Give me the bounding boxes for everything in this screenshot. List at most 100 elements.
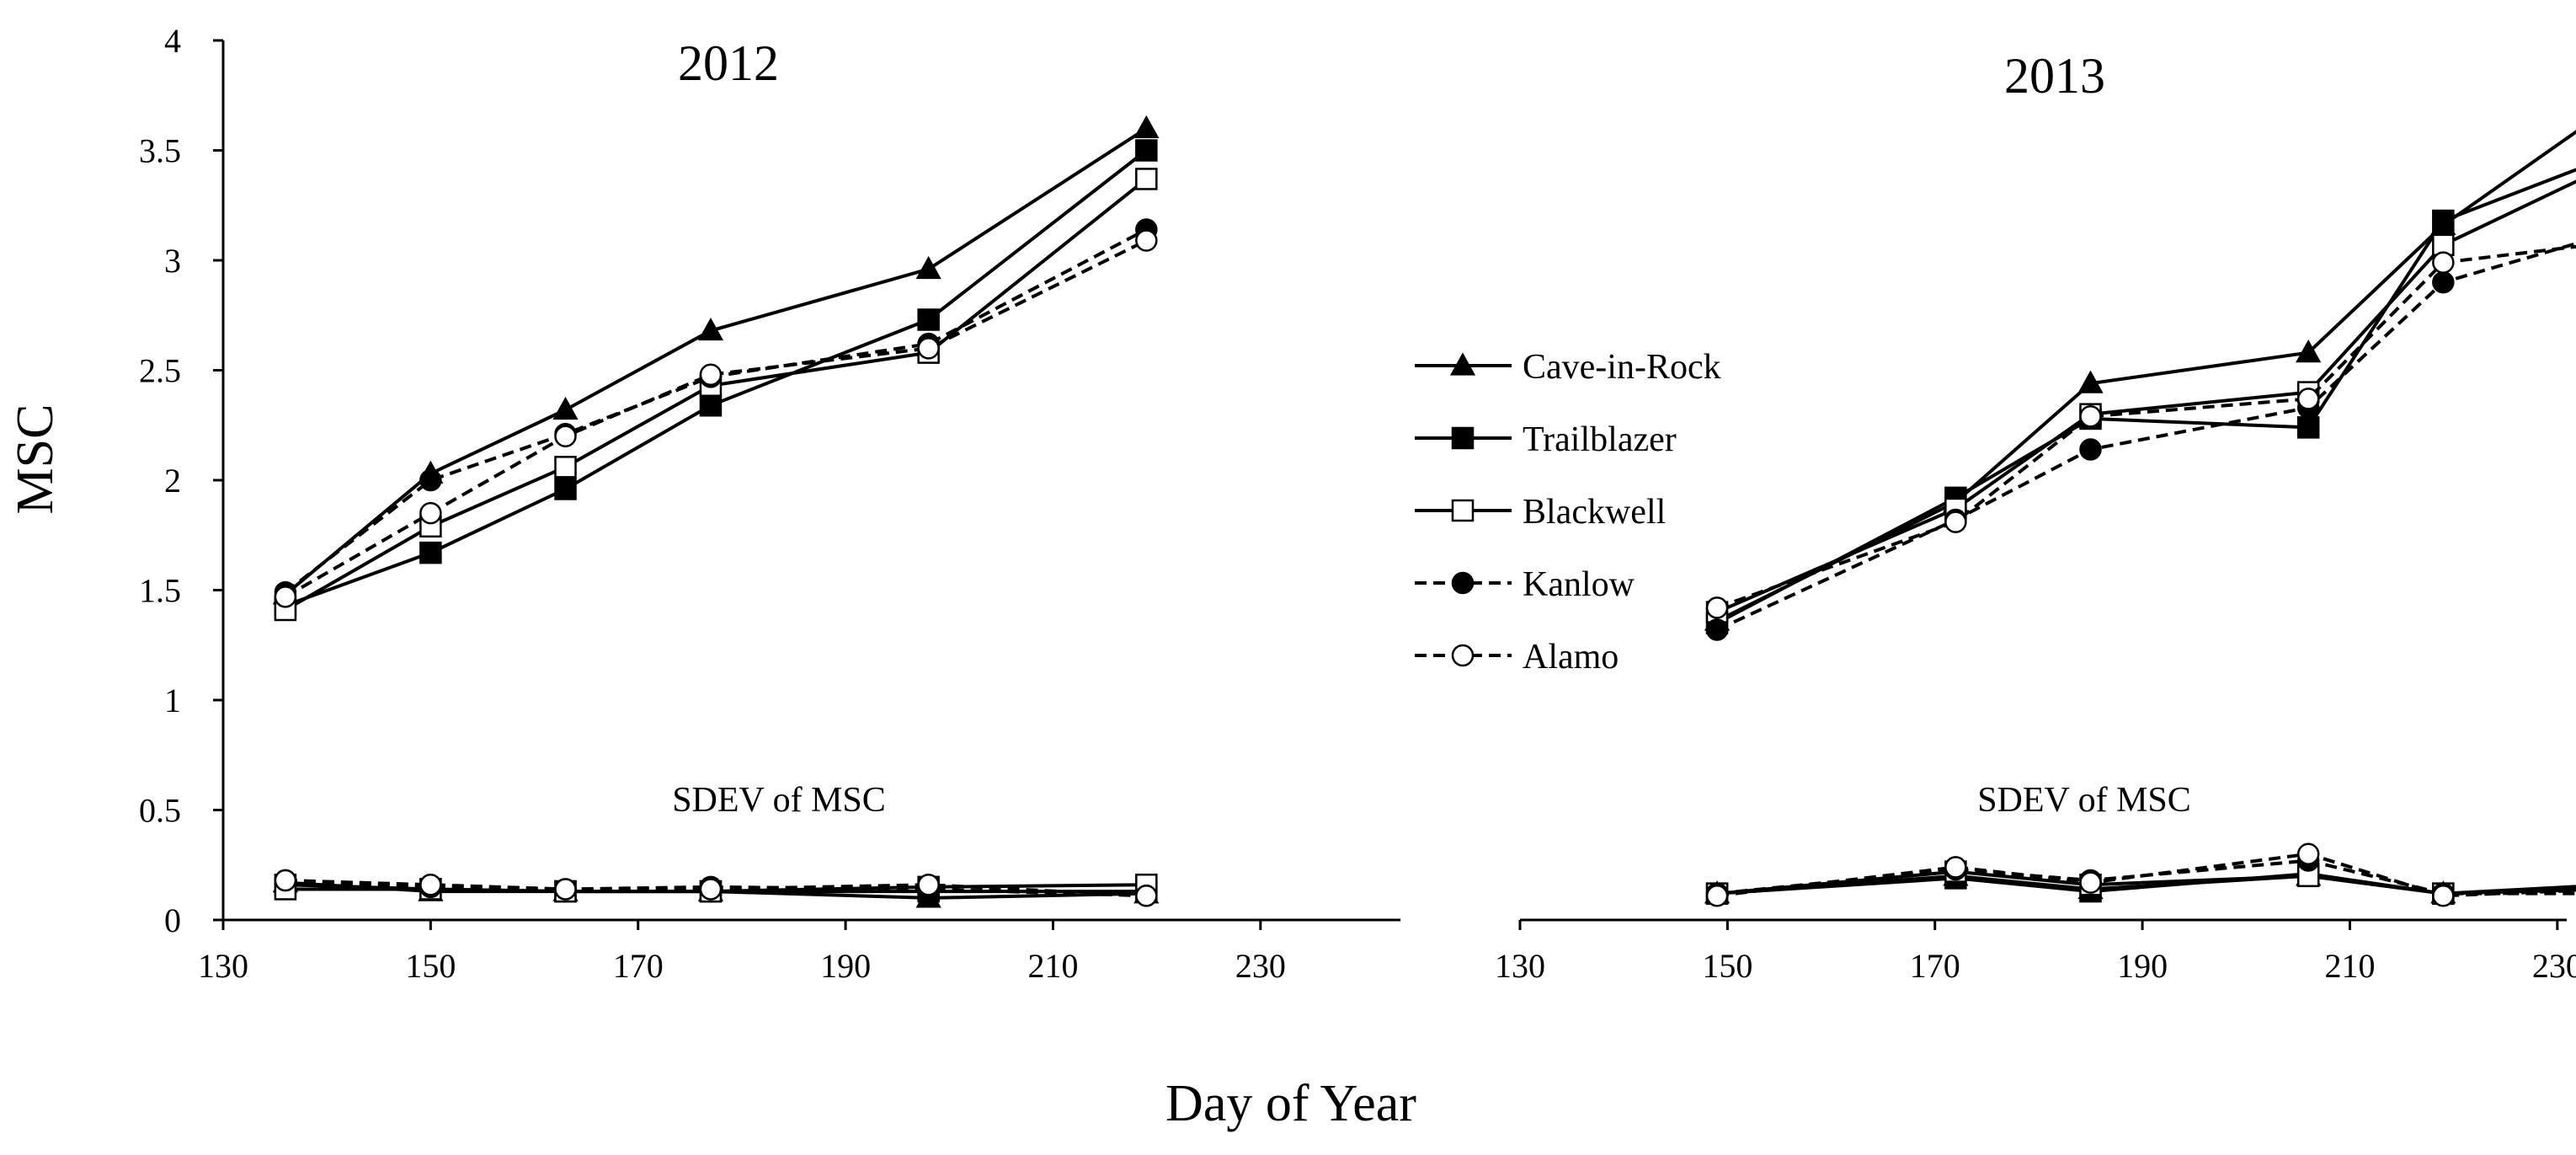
- y-axis-label: MSC: [7, 404, 64, 515]
- y-tick-label: 2: [164, 462, 181, 500]
- legend-item-kanlow: Kanlow: [1415, 565, 1635, 604]
- sdev-line-alamo: [1716, 852, 2576, 898]
- sdev-point-alamo: [1135, 885, 1158, 907]
- msc-point-kanlow: [1705, 618, 1729, 641]
- msc-point-trailblazer: [2432, 209, 2455, 233]
- sdev-point-alamo: [2432, 885, 2455, 907]
- msc-point-trailblazer: [2296, 416, 2320, 439]
- sdev-series-alamo: [274, 869, 1158, 907]
- msc-point-kanlow: [2079, 438, 2102, 461]
- msc-series-cave-in-rock: [272, 115, 1160, 605]
- msc-series-blackwell: [274, 168, 1158, 622]
- sdev-annotation: SDEV of MSC: [1977, 781, 2191, 820]
- sdev-point-alamo: [554, 878, 577, 901]
- sdev-point-alamo: [917, 873, 940, 896]
- y-tick-label: 2.5: [139, 352, 181, 390]
- legend-item-trailblazer: Trailblazer: [1415, 420, 1677, 459]
- x-tick-label: 190: [2117, 947, 2168, 985]
- msc-point-cave-in-rock: [1133, 115, 1160, 139]
- panel-2012: 130 150 170 190 210 230 0 0.5 1 1.5 2 2.5 3 3.5 4 2012 S…: [139, 22, 1401, 985]
- y-tick-label: 1: [164, 682, 181, 719]
- msc-point-blackwell: [554, 456, 577, 479]
- legend-item-cave-in-rock: Cave-in-Rock: [1415, 348, 1721, 387]
- msc-point-alamo: [1135, 229, 1158, 252]
- msc-point-alamo: [2079, 405, 2102, 428]
- msc-point-alamo: [554, 425, 577, 448]
- y-tick-label: 0: [164, 901, 181, 939]
- msc-line-cave-in-rock: [1716, 130, 2576, 623]
- sdev-line-alamo: [285, 879, 1147, 898]
- msc-point-trailblazer: [1135, 139, 1158, 162]
- msc-point-trailblazer: [917, 308, 940, 331]
- msc-point-blackwell: [1135, 168, 1158, 190]
- sdev-point-alamo: [1944, 856, 1967, 879]
- sdev-point-alamo: [274, 869, 297, 892]
- panel-title: 2013: [2004, 48, 2105, 104]
- msc-series-alamo: [274, 229, 1158, 608]
- msc-point-cave-in-rock: [2077, 370, 2104, 393]
- msc-line-alamo: [284, 238, 1148, 599]
- sdev-line-blackwell: [285, 883, 1147, 894]
- panel-2013: 130 150 170 190 210 230 2013 SDEV of MSC: [1495, 48, 2576, 985]
- msc-point-kanlow: [419, 468, 442, 492]
- legend-item-blackwell: Blackwell: [1415, 493, 1666, 532]
- msc-line-trailblazer: [1716, 168, 2576, 625]
- msc-line-alamo: [1716, 244, 2576, 610]
- msc-point-cave-in-rock: [915, 255, 941, 280]
- msc-point-cave-in-rock: [2296, 340, 2322, 363]
- x-axis-label: Day of Year: [1165, 1075, 1416, 1132]
- msc-line-kanlow: [1716, 242, 2576, 632]
- msc-point-alamo: [274, 586, 297, 608]
- msc-line-kanlow: [284, 227, 1148, 594]
- x-tick-label: 190: [820, 947, 871, 985]
- x-tick-label: 230: [1235, 947, 1286, 985]
- legend-label: Cave-in-Rock: [1523, 348, 1721, 387]
- legend-marker-alamo: [1451, 644, 1475, 667]
- legend-marker-kanlow: [1451, 571, 1475, 595]
- x-tick-label: 150: [405, 947, 456, 985]
- msc-point-alamo: [419, 501, 442, 525]
- msc-series-alamo: [1705, 244, 2576, 619]
- msc-point-trailblazer: [419, 541, 442, 564]
- x-tick-label: 130: [198, 947, 248, 985]
- legend-label: Kanlow: [1523, 565, 1635, 604]
- x-tick-label: 170: [613, 947, 664, 985]
- sdev-point-alamo: [419, 873, 442, 896]
- sdev-point-alamo: [1705, 885, 1729, 907]
- msc-point-kanlow: [2432, 270, 2455, 294]
- legend: Cave-in-Rock Trailblazer Blackwell Kanlow Al…: [1415, 348, 1721, 676]
- legend-marker-trailblazer: [1451, 426, 1475, 450]
- y-tick-label: 0.5: [139, 792, 181, 830]
- msc-point-alamo: [917, 337, 940, 360]
- y-tick-label: 3.5: [139, 132, 181, 170]
- msc-series-kanlow: [1705, 242, 2576, 641]
- sdev-point-alamo: [699, 878, 723, 901]
- legend-item-alamo: Alamo: [1415, 638, 1619, 676]
- x-tick-label: 210: [2324, 947, 2375, 985]
- msc-line-blackwell: [1716, 179, 2576, 614]
- y-tick-label: 3: [164, 242, 181, 280]
- sdev-point-alamo: [2296, 842, 2320, 865]
- x-tick-label: 230: [2532, 947, 2576, 985]
- panel-title: 2012: [678, 35, 779, 91]
- msc-point-alamo: [2296, 388, 2320, 410]
- msc-point-alamo: [699, 363, 723, 386]
- y-tick-label: 4: [164, 22, 181, 60]
- msc-point-cave-in-rock: [697, 317, 724, 341]
- legend-label: Alamo: [1523, 638, 1619, 676]
- msc-series-cave-in-rock: [1704, 130, 2576, 631]
- msc-line-cave-in-rock: [284, 126, 1148, 596]
- x-tick-label: 210: [1027, 947, 1078, 985]
- sdev-point-alamo: [2079, 871, 2102, 894]
- msc-point-alamo: [1944, 511, 1967, 533]
- legend-marker-blackwell: [1451, 499, 1475, 522]
- legend-label: Blackwell: [1523, 493, 1666, 532]
- msc-point-alamo: [2432, 251, 2455, 274]
- sdev-series-alamo: [1705, 842, 2576, 907]
- legend-label: Trailblazer: [1523, 420, 1677, 459]
- msc-point-alamo: [1705, 596, 1729, 619]
- sdev-annotation: SDEV of MSC: [672, 781, 886, 820]
- legend-marker-cave-in-rock: [1449, 352, 1476, 376]
- x-tick-label: 130: [1495, 947, 1545, 985]
